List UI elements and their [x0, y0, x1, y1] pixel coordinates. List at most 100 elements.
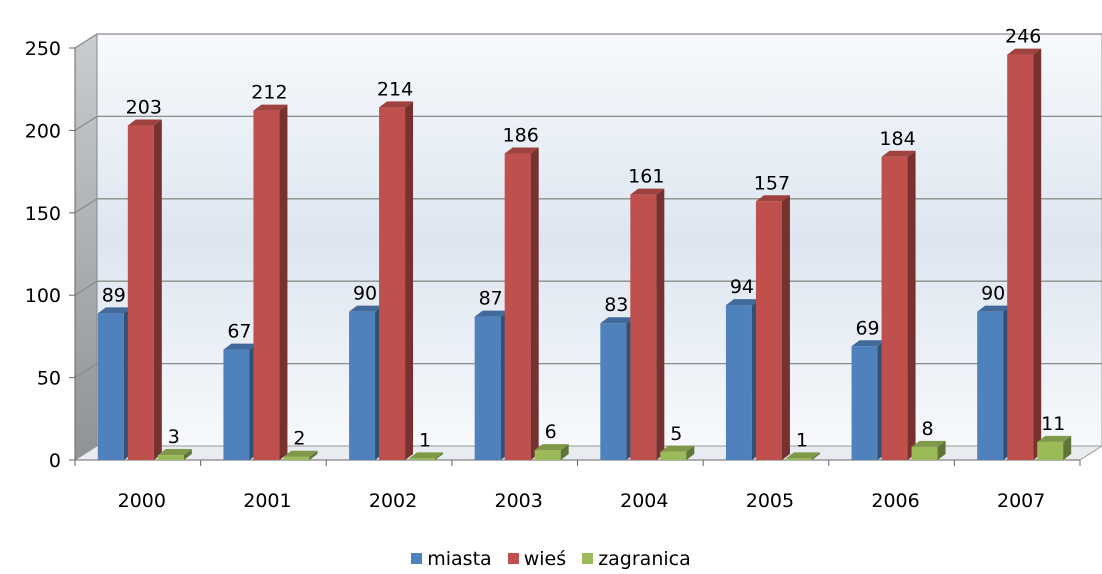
bar-zagranica-2002 — [409, 452, 444, 460]
bar-wies-2007 — [1007, 48, 1042, 460]
bar-wies-2004 — [630, 188, 665, 460]
bar-front — [977, 311, 1004, 460]
bar-wies-2000 — [127, 119, 162, 461]
y-tick-label-50: 50 — [37, 368, 61, 390]
bar-side — [1033, 48, 1042, 460]
y-tick-label-200: 200 — [25, 120, 61, 142]
data-label-wies-2007: 246 — [1005, 26, 1041, 48]
bar-top — [977, 305, 1012, 312]
data-label-zagranica-2003: 6 — [545, 421, 557, 443]
gridline-250 — [74, 33, 1102, 49]
bar-top — [630, 188, 665, 195]
bar-miasta-2005 — [725, 299, 760, 460]
bar-front — [851, 346, 878, 460]
bar-front — [127, 125, 154, 461]
legend-item-wies: wieś — [507, 548, 567, 570]
bar-top — [253, 104, 288, 111]
bar-top — [851, 340, 886, 347]
bar-front — [283, 456, 310, 460]
data-labels: 89 203 3 67 212 2 90 214 1 87 186 6 83 161 5 94 157 1 69 18… — [102, 26, 1066, 452]
bar-miasta-2001 — [223, 343, 258, 460]
x-tick-label-2000: 2000 — [118, 490, 166, 512]
bar-wies-2001 — [253, 104, 288, 461]
bar-miasta-2000 — [97, 307, 132, 460]
data-label-miasta-2000: 89 — [102, 284, 126, 306]
bar-top — [409, 452, 444, 459]
bar-side — [153, 119, 162, 461]
bar-front — [660, 451, 687, 460]
data-label-wies-2005: 157 — [754, 172, 790, 194]
bar-front — [349, 311, 376, 460]
bar-side — [811, 452, 820, 460]
data-label-zagranica-2001: 2 — [293, 428, 305, 450]
bar-top — [283, 450, 318, 457]
bar-zagranica-2000 — [157, 449, 192, 460]
bar-miasta-2002 — [349, 305, 384, 460]
x-tick-label-2001: 2001 — [243, 490, 291, 512]
bar-top — [1007, 48, 1042, 55]
bar-front — [881, 156, 908, 460]
data-label-miasta-2004: 83 — [604, 294, 628, 316]
bar-wies-2006 — [881, 150, 916, 460]
bar-front — [379, 107, 406, 460]
bar-front — [253, 110, 280, 461]
bar-miasta-2007 — [977, 305, 1012, 460]
legend-label-wies: wieś — [523, 548, 567, 570]
legend-label-miasta: miasta — [427, 548, 492, 570]
data-label-zagranica-2000: 3 — [168, 426, 180, 448]
bar-front — [97, 313, 124, 460]
bar-front — [1037, 441, 1064, 460]
y-tick-label-0: 0 — [49, 450, 61, 472]
bar-top — [881, 150, 916, 157]
bar-front — [600, 323, 627, 460]
bar-side — [530, 147, 539, 461]
bar-top — [157, 449, 192, 456]
data-label-zagranica-2006: 8 — [922, 418, 934, 440]
legend-swatch-zagranica — [582, 553, 594, 564]
bar-top — [474, 310, 509, 317]
bar-top — [97, 307, 132, 314]
bar-top — [1037, 435, 1072, 442]
bar-miasta-2004 — [600, 317, 635, 460]
bar-side — [781, 195, 790, 460]
legend: miasta wieś zagranica — [0, 548, 1102, 570]
bar-miasta-2003 — [474, 310, 509, 460]
bar-top — [785, 452, 820, 459]
bar-side — [907, 150, 916, 460]
bar-wies-2002 — [379, 101, 414, 460]
bar-front — [1007, 54, 1034, 460]
bar-top — [534, 444, 569, 451]
bar-chart: 0 50 100 150 200 250 2000 2001 2002 2003 2004 2005 2… — [25, 26, 1102, 512]
bar-front — [504, 153, 531, 461]
bar-front — [409, 458, 436, 460]
bar-front — [725, 305, 752, 460]
data-label-wies-2002: 214 — [377, 78, 413, 100]
bars — [97, 48, 1072, 461]
data-label-miasta-2003: 87 — [479, 288, 503, 310]
bar-front — [911, 446, 938, 460]
x-tick-label-2005: 2005 — [746, 490, 794, 512]
bar-side — [435, 452, 444, 460]
bar-side — [279, 104, 288, 461]
axes: 0 50 100 150 200 250 2000 2001 2002 2003 2004 2005 2… — [25, 38, 1081, 512]
side-wall — [74, 33, 98, 461]
bar-top — [349, 305, 384, 312]
bar-zagranica-2006 — [911, 440, 946, 460]
y-tick-label-150: 150 — [25, 203, 61, 225]
data-label-zagranica-2002: 1 — [419, 429, 431, 451]
bar-top — [660, 445, 695, 452]
bar-top — [127, 119, 162, 126]
bar-top — [504, 147, 539, 154]
y-tick-label-250: 250 — [25, 38, 61, 60]
bar-zagranica-2004 — [660, 445, 695, 460]
data-label-miasta-2005: 94 — [730, 276, 754, 298]
bar-top — [223, 343, 258, 350]
data-label-zagranica-2004: 5 — [670, 423, 682, 445]
bar-side — [937, 440, 946, 460]
bar-side — [560, 444, 569, 460]
bar-top — [379, 101, 414, 108]
legend-item-miasta: miasta — [411, 548, 492, 570]
bar-wies-2003 — [504, 147, 539, 461]
legend-swatch-wies — [507, 553, 519, 564]
bar-zagranica-2005 — [785, 452, 820, 460]
